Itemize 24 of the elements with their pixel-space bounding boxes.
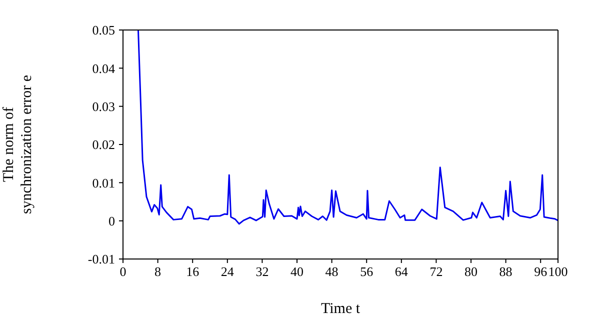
x-tick-label: 72 (430, 264, 443, 280)
x-tick-label: 96 (534, 264, 548, 280)
x-tick-label: 8 (154, 264, 162, 280)
y-axis-title: The norm of synchronization error e (1, 74, 35, 214)
x-tick-label: 64 (394, 264, 408, 280)
x-tick-label: 48 (325, 264, 338, 280)
y-tick-label: 0.05 (92, 22, 115, 38)
x-tick-label: 32 (256, 264, 269, 280)
y-tick-label: -0.01 (88, 252, 115, 267)
x-tick-label: 80 (464, 264, 478, 280)
y-tick-label: 0.02 (92, 137, 115, 152)
x-tick-label: 24 (220, 264, 234, 280)
y-tick-label: 0.01 (92, 175, 115, 190)
x-axis-title: Time t (320, 301, 361, 317)
y-tick-label: 0 (108, 213, 115, 228)
x-tick-label: 40 (290, 264, 304, 280)
x-tick-label: 56 (360, 264, 374, 280)
x-tick-label: 0 (120, 264, 126, 280)
y-tick-label: 0.04 (92, 60, 116, 76)
line-series (137, 30, 558, 225)
x-tick-label: 88 (499, 264, 512, 280)
y-tick-label: 0.03 (92, 98, 115, 114)
x-tick-label: 100 (548, 264, 568, 280)
x-tick-label: 16 (186, 264, 200, 280)
